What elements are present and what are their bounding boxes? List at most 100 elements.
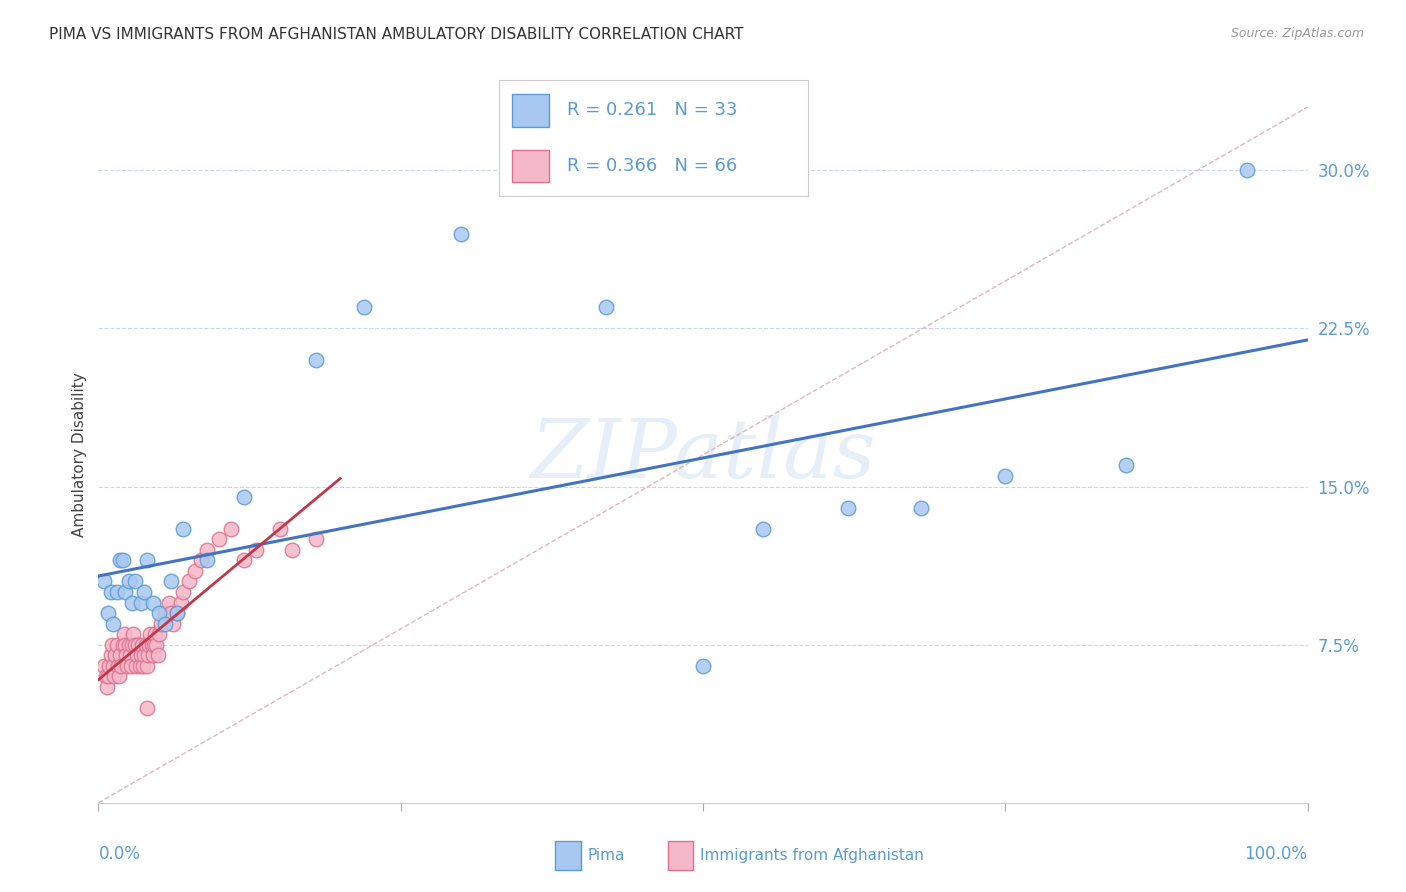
Point (692, 658, 714, 673)
Point (143, 638, 166, 652)
Text: PIMA VS IMMIGRANTS FROM AFGHANISTAN AMBULATORY DISABILITY CORRELATION CHART: PIMA VS IMMIGRANTS FROM AFGHANISTAN AMBU… (49, 27, 744, 42)
Point (124, 574, 146, 589)
Bar (512, 150, 548, 182)
Point (118, 648, 141, 663)
Point (160, 574, 183, 589)
Point (107, 658, 129, 673)
Point (134, 648, 156, 663)
Point (353, 301, 375, 315)
Point (105, 638, 128, 652)
Point (221, 522, 243, 536)
Point (184, 564, 207, 578)
Point (111, 638, 134, 652)
Point (129, 648, 152, 663)
Point (153, 616, 176, 631)
Point (172, 522, 194, 536)
Point (281, 542, 304, 557)
Point (93, 574, 115, 589)
Point (104, 648, 127, 663)
Point (141, 638, 163, 652)
Point (129, 595, 152, 609)
Point (127, 638, 149, 652)
Point (110, 658, 132, 673)
Point (97, 669, 120, 683)
Point (125, 658, 148, 673)
Point (100, 585, 122, 599)
Point (98, 658, 121, 673)
Point (132, 658, 155, 673)
Point (97, 606, 120, 620)
Point (108, 648, 131, 663)
Point (169, 595, 191, 609)
Text: Immigrants from Afghanistan: Immigrants from Afghanistan (700, 848, 924, 863)
Point (143, 627, 166, 641)
Text: R = 0.366   N = 66: R = 0.366 N = 66 (567, 157, 737, 175)
Point (195, 553, 218, 567)
Point (136, 648, 159, 663)
Point (103, 669, 125, 683)
Point (118, 574, 141, 589)
Point (450, 227, 472, 241)
Point (108, 669, 131, 683)
Point (101, 616, 124, 631)
Point (111, 553, 134, 567)
Text: Pima: Pima (588, 848, 626, 863)
Point (121, 638, 143, 652)
Point (135, 701, 157, 715)
Point (142, 648, 165, 663)
Point (105, 585, 128, 599)
Point (124, 638, 146, 652)
Point (245, 542, 267, 557)
Point (121, 595, 143, 609)
Point (118, 638, 141, 652)
Point (114, 638, 136, 652)
Text: 0.0%: 0.0% (98, 845, 141, 863)
Point (172, 585, 194, 599)
Point (994, 469, 1017, 483)
Point (122, 627, 145, 641)
Point (142, 595, 165, 609)
Point (837, 500, 859, 515)
Point (232, 553, 254, 567)
Point (179, 574, 201, 589)
Point (148, 627, 170, 641)
Point (114, 585, 136, 599)
Point (232, 490, 254, 504)
Point (112, 627, 135, 641)
Text: R = 0.261   N = 33: R = 0.261 N = 33 (567, 102, 738, 120)
Point (157, 595, 180, 609)
Point (153, 606, 176, 620)
Point (108, 553, 131, 567)
Point (135, 658, 157, 673)
Point (190, 553, 212, 567)
Point (1115, 458, 1137, 473)
Point (269, 522, 291, 536)
Point (305, 353, 328, 368)
Text: Source: ZipAtlas.com: Source: ZipAtlas.com (1230, 27, 1364, 40)
Point (305, 533, 328, 547)
Point (94, 669, 117, 683)
Point (135, 638, 157, 652)
Point (139, 627, 162, 641)
Point (135, 553, 157, 567)
Point (115, 648, 138, 663)
Point (752, 522, 775, 536)
Point (195, 542, 218, 557)
Point (910, 500, 932, 515)
Point (100, 638, 122, 652)
Point (127, 648, 149, 663)
Bar (512, 95, 548, 127)
Y-axis label: Ambulatory Disability: Ambulatory Disability (72, 373, 87, 537)
Point (162, 616, 184, 631)
Point (131, 638, 153, 652)
Point (138, 638, 160, 652)
Point (1236, 163, 1258, 178)
Point (146, 648, 169, 663)
Point (120, 658, 142, 673)
Text: ZIPatlas: ZIPatlas (530, 415, 876, 495)
Point (134, 585, 156, 599)
Point (93, 658, 115, 673)
Point (166, 606, 188, 620)
Point (100, 648, 122, 663)
Point (150, 616, 173, 631)
